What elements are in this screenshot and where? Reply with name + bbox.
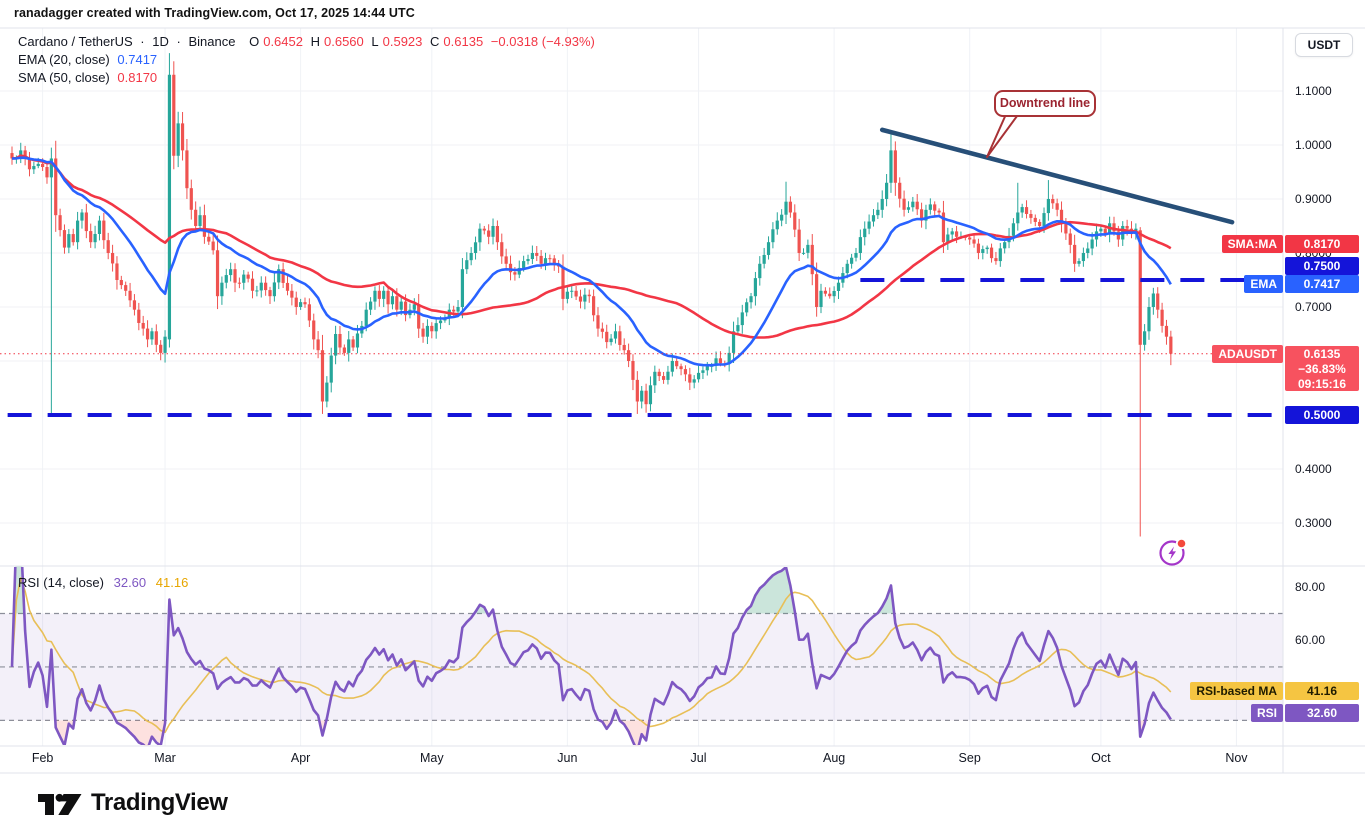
rsi-ma-axis-tag[interactable]: RSI-based MA — [1190, 681, 1283, 700]
ema-axis-value: 0.7417 — [1285, 275, 1359, 294]
separator-dot2: · — [176, 34, 181, 49]
time-axis-Sep[interactable]: Sep — [958, 751, 981, 765]
sma-label[interactable]: SMA (50, close) — [18, 70, 110, 85]
time-axis-Nov[interactable]: Nov — [1225, 751, 1248, 765]
symbol-legend-row[interactable]: Cardano / TetherUS · 1D · Binance O 0.645… — [18, 33, 599, 50]
upper-level-axis-value: 0.7500 — [1285, 257, 1359, 276]
low-letter: L — [371, 34, 379, 49]
price-tick-0.7000: 0.7000 — [1295, 299, 1332, 314]
downtrend-trendline[interactable] — [879, 127, 1235, 225]
rsi-axis-tag[interactable]: RSI — [1250, 704, 1283, 723]
change-value: −0.0318 (−4.93%) — [490, 34, 595, 49]
rsi-oversold-fill — [12, 720, 1171, 746]
downtrend-line-callout[interactable]: Downtrend line — [994, 90, 1096, 117]
symbol-axis-value: 0.6135 −36.83% 09:15:16 — [1285, 345, 1359, 391]
exchange-label: Binance — [188, 34, 236, 49]
rsi-line — [10, 567, 1172, 745]
time-axis-Jun[interactable]: Jun — [557, 751, 578, 765]
symbol-title[interactable]: Cardano / TetherUS — [18, 34, 133, 49]
low-value: 0.5923 — [382, 34, 423, 49]
price-tick-1.1000: 1.1000 — [1295, 83, 1332, 98]
symbol-change-percent: −36.83% — [1298, 361, 1346, 376]
sma-axis-tag[interactable]: SMA:MA — [1221, 234, 1283, 253]
rsi-label[interactable]: RSI (14, close) — [18, 575, 104, 590]
currency-toggle-button[interactable]: USDT — [1295, 33, 1353, 57]
level-lines[interactable] — [7, 277, 1283, 418]
sma-50-line — [11, 154, 1172, 339]
separator-dot: · — [140, 34, 145, 49]
time-axis-May[interactable]: May — [419, 751, 444, 765]
rsi-tick-60.00: 60.00 — [1295, 633, 1326, 648]
ema-axis-tag[interactable]: EMA — [1244, 275, 1283, 294]
pane-separators — [0, 27, 1365, 774]
rsi-lines — [10, 567, 1172, 745]
rsi-current-value: 32.60 — [113, 575, 147, 590]
time-axis-Jul[interactable]: Jul — [690, 751, 707, 765]
open-value: 0.6452 — [263, 34, 303, 49]
sma-legend-row[interactable]: SMA (50, close) 0.8170 — [18, 69, 599, 86]
close-value: 0.6135 — [443, 34, 484, 49]
events-lightning-icon[interactable] — [1156, 535, 1190, 574]
open-letter: O — [249, 34, 260, 49]
sma-axis-value: 0.8170 — [1285, 234, 1359, 253]
tradingview-logo[interactable]: TradingView — [38, 787, 228, 819]
rsi-band — [0, 612, 1283, 721]
time-axis-Aug[interactable]: Aug — [822, 751, 846, 765]
price-tick-0.3000: 0.3000 — [1295, 516, 1332, 530]
chart-legend: Cardano / TetherUS · 1D · Binance O 0.645… — [18, 33, 599, 87]
high-value: 0.6560 — [324, 34, 364, 49]
time-axis-Feb[interactable]: Feb — [31, 751, 54, 765]
rsi-legend-row[interactable]: RSI (14, close) 32.60 41.16 — [18, 575, 188, 590]
moving-averages — [11, 154, 1172, 367]
rsi-ma-axis-value: 41.16 — [1285, 681, 1359, 700]
symbol-axis-tag[interactable]: ADAUSDT — [1212, 344, 1283, 363]
symbol-last-price: 0.6135 — [1303, 346, 1341, 361]
tradingview-logo-mark — [38, 793, 82, 815]
bar-countdown: 09:15:16 — [1297, 376, 1347, 391]
rsi-tick-80.00: 80.00 — [1295, 579, 1326, 594]
ema-value: 0.7417 — [117, 52, 158, 67]
time-axis-Apr[interactable]: Apr — [290, 751, 311, 765]
ema-legend-row[interactable]: EMA (20, close) 0.7417 — [18, 51, 599, 68]
close-letter: C — [430, 34, 440, 49]
interval-label[interactable]: 1D — [152, 34, 169, 49]
rsi-ma-current-value: 41.16 — [155, 575, 189, 590]
price-tick-1.0000: 1.0000 — [1295, 137, 1332, 152]
price-tick-0.4000: 0.4000 — [1295, 462, 1332, 476]
price-tick-0.9000: 0.9000 — [1295, 191, 1332, 206]
lower-level-axis-value: 0.5000 — [1285, 406, 1359, 424]
tradingview-logo-text: TradingView — [91, 789, 228, 816]
candle-series — [10, 53, 1173, 537]
gridlines — [0, 28, 1283, 746]
attribution-text: ranadagger created with TradingView.com,… — [14, 6, 415, 20]
rsi-axis-value: 32.60 — [1285, 704, 1359, 723]
callout-tail — [986, 111, 1021, 158]
time-axis-Mar[interactable]: Mar — [154, 751, 176, 765]
time-axis-Oct[interactable]: Oct — [1091, 751, 1111, 765]
ema-label[interactable]: EMA (20, close) — [18, 52, 110, 67]
ema-20-line — [11, 156, 1172, 367]
sma-value: 0.8170 — [117, 70, 158, 85]
high-letter: H — [310, 34, 320, 49]
rsi-ma-line — [11, 577, 1172, 733]
